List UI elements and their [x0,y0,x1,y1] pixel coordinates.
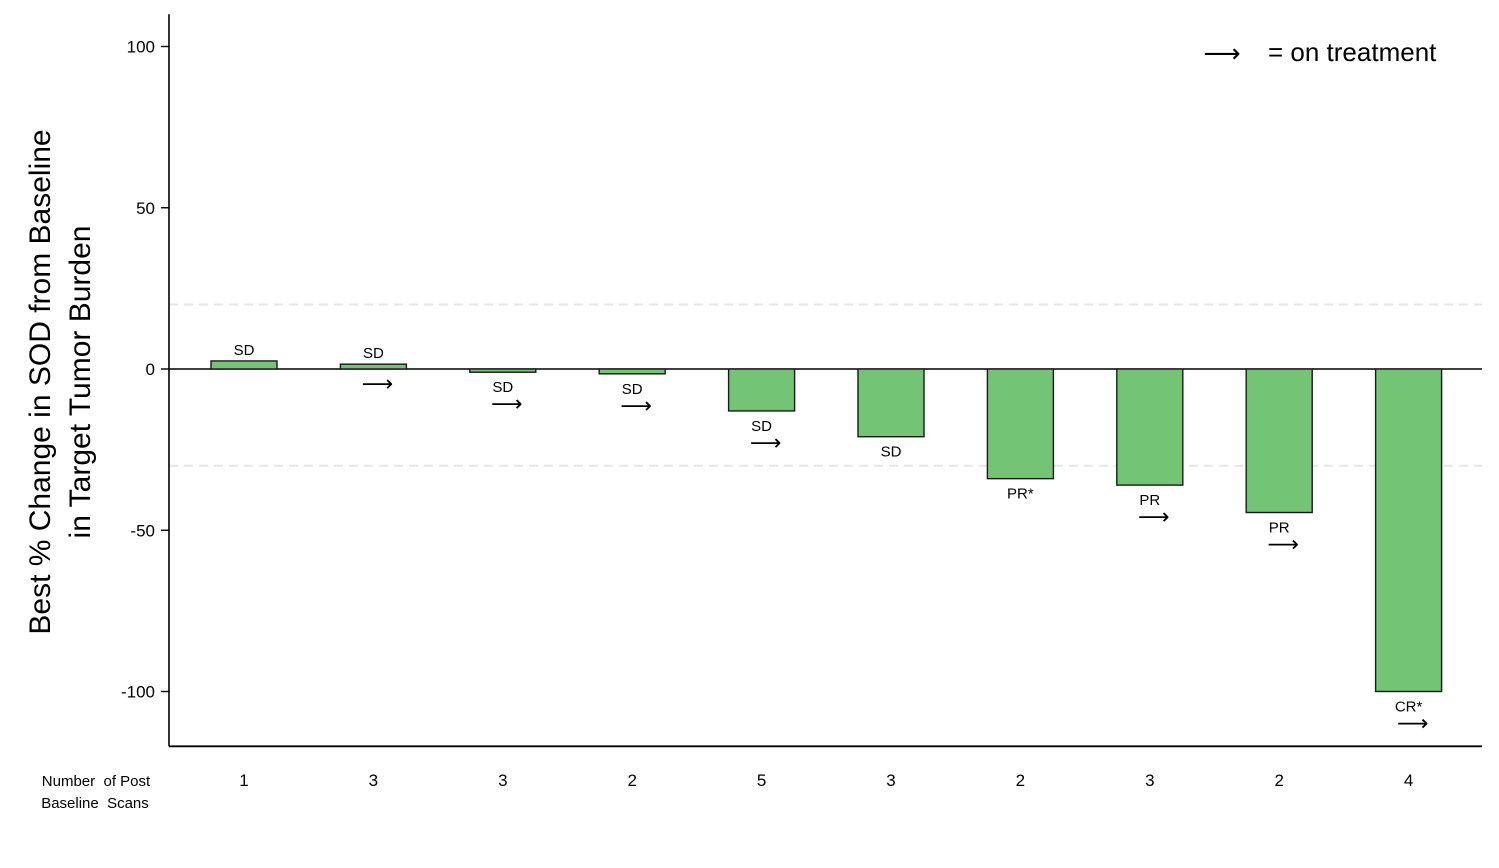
bar-1 [210,360,278,370]
scan-count: 1 [239,771,248,790]
on-treatment-arrow-icon: ⟶ [362,372,394,397]
scan-count: 3 [369,771,378,790]
on-treatment-arrow-icon: ⟶ [1397,712,1429,737]
bar-response-label: SD [751,418,772,435]
scan-count-header-line-2: Baseline Scans [41,795,149,812]
scan-count: 2 [627,771,636,790]
scan-counts: 1 3 3 2 5 3 2 3 2 4 [239,771,1413,790]
on-treatment-arrow-icon: ⟶ [620,394,652,419]
legend-text: = on treatment [1268,37,1437,67]
scan-count-header-line-1: Number of Post [42,773,151,790]
bar-response-label: SD [622,381,643,398]
on-treatment-arrow-icon: ⟶ [1138,505,1170,530]
bar-5 [727,368,796,412]
bar-10 [1374,368,1443,693]
bar-response-label: SD [234,342,255,359]
scan-count: 2 [1016,771,1025,790]
scan-count: 5 [757,771,766,790]
bar-9 [1245,368,1313,514]
bar-response-label: PR [1139,492,1160,509]
bar-response-label: PR [1269,520,1290,537]
y-tick-label: 0 [146,360,155,379]
on-treatment-arrow-icon: ⟶ [491,392,523,417]
scan-count: 3 [498,771,507,790]
bar-2 [339,363,408,370]
bars [210,360,1443,693]
on-treatment-arrow-icon: ⟶ [1267,533,1299,558]
y-axis-label-line-1: Best % Change in SOD from Baseline [24,129,57,634]
bar-response-label: SD [492,379,513,396]
y-tick-label: -50 [130,521,155,540]
reference-lines [169,303,1482,467]
scan-count: 2 [1274,771,1283,790]
bar-8 [1116,368,1184,486]
y-axis: 100 50 0 -50 -100 [121,14,170,747]
bar-response-label: SD [881,444,902,461]
bar-4 [598,368,666,375]
scan-count: 3 [886,771,895,790]
bar-response-label: CR* [1395,699,1423,716]
y-tick-label: -100 [121,683,155,702]
y-axis-label-line-2: in Target Tumor Burden [64,226,97,539]
bar-response-label: SD [363,345,384,362]
bar-6 [857,368,925,438]
bar-response-label: PR* [1007,486,1034,503]
scan-count: 4 [1404,771,1413,790]
y-tick-label: 100 [127,38,155,57]
legend-arrow-icon: ⟶ [1203,39,1240,69]
y-tick-label: 50 [136,199,155,218]
bar-3 [469,368,537,373]
on-treatment-arrow-icon: ⟶ [750,431,782,456]
scan-count: 3 [1145,771,1154,790]
legend: ⟶ = on treatment [1203,37,1437,69]
bar-7 [986,368,1055,480]
